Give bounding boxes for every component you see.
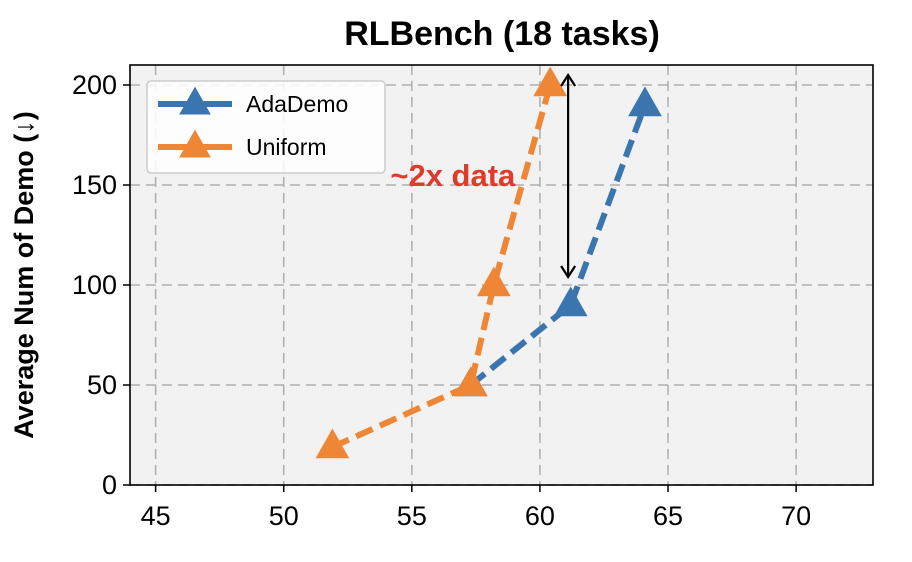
x-tick-label: 60 bbox=[525, 501, 555, 531]
arrow-layer bbox=[560, 72, 577, 280]
legend-label-uniform: Uniform bbox=[246, 134, 327, 160]
annotation-layer: ~2x data bbox=[390, 158, 516, 193]
plot-frame bbox=[129, 64, 874, 486]
series-layer bbox=[315, 66, 662, 459]
data-point-uniform bbox=[453, 366, 488, 397]
x-tick-label: 55 bbox=[397, 501, 427, 531]
y-tick-label: 200 bbox=[72, 70, 117, 100]
chart-title: RLBench (18 tasks) bbox=[344, 15, 660, 53]
y-tick-label: 50 bbox=[87, 370, 117, 400]
y-tick-label: 0 bbox=[102, 470, 117, 500]
y-tick-label: 150 bbox=[72, 170, 117, 200]
x-tick-label: 50 bbox=[269, 501, 299, 531]
data-point-adademo bbox=[628, 86, 662, 117]
data-point-uniform bbox=[315, 428, 350, 459]
difference-arrow-head bbox=[560, 72, 577, 87]
data-point-adademo bbox=[553, 286, 588, 317]
y-tick-label: 100 bbox=[72, 270, 117, 300]
x-tick-label: 65 bbox=[653, 501, 683, 531]
legend-label-adademo: AdaDemo bbox=[246, 91, 348, 117]
y-axis-label: Average Num of Demo (↓) bbox=[9, 111, 39, 439]
data-point-uniform bbox=[533, 66, 568, 97]
data-point-uniform bbox=[476, 266, 511, 297]
difference-arrow-head bbox=[560, 265, 577, 280]
legend-marker-uniform bbox=[179, 129, 211, 158]
legend-marker-adademo bbox=[179, 86, 211, 115]
x-tick-label: 45 bbox=[141, 501, 171, 531]
legend: AdaDemo Uniform bbox=[146, 80, 386, 174]
x-tick-label: 70 bbox=[781, 501, 811, 531]
ticks: 45 50 55 60 65 70 0 50 100 150 200 bbox=[72, 70, 811, 531]
series-line-adademo bbox=[468, 103, 648, 388]
annotation-label: ~2x data bbox=[390, 158, 516, 193]
